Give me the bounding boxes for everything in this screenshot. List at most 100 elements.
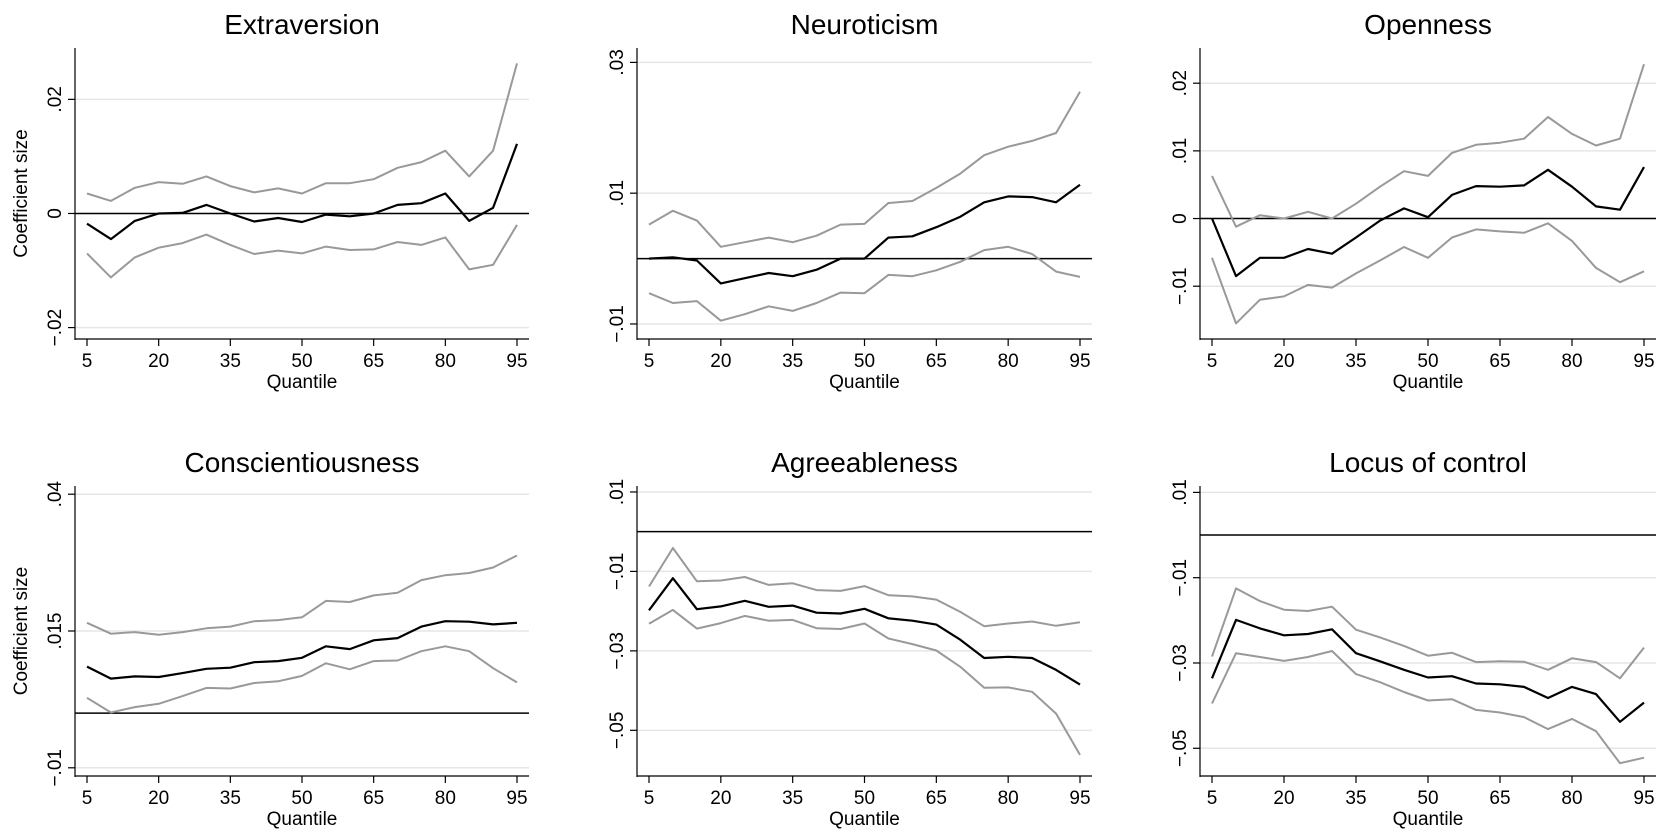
series-line-estimate <box>1210 618 1645 723</box>
x-tick-label: 80 <box>998 351 1019 372</box>
y-tick-label: .04 <box>45 481 66 508</box>
y-tick-label: .01 <box>1170 479 1191 505</box>
x-axis-label: Quantile <box>829 809 900 830</box>
x-tick-label: 50 <box>854 788 875 809</box>
chart-title: Agreeableness <box>771 447 958 478</box>
x-axis-label: Quantile <box>1393 809 1464 830</box>
x-tick-label: 80 <box>1561 351 1582 372</box>
x-tick-label: 65 <box>926 788 947 809</box>
series-line-estimate <box>648 183 1081 285</box>
y-tick-label: −.05 <box>1170 730 1191 768</box>
series-line-lower <box>648 245 1081 322</box>
x-tick-label: 65 <box>1489 788 1510 809</box>
y-axis-label: Coefficient size <box>11 567 32 696</box>
x-tick-label: 65 <box>363 351 384 372</box>
y-tick-label: −.02 <box>45 309 66 347</box>
x-tick-label: 95 <box>1069 788 1090 809</box>
x-tick-label: 95 <box>1633 788 1654 809</box>
series-line-estimate <box>1210 166 1645 278</box>
x-tick-label: 5 <box>1207 351 1218 372</box>
chart-title: Locus of control <box>1329 447 1527 478</box>
x-tick-label: 50 <box>1417 351 1438 372</box>
y-tick-label: −.03 <box>607 632 628 670</box>
series-line-upper <box>648 547 1081 628</box>
y-tick-label: −.05 <box>607 712 628 750</box>
x-tick-label: 95 <box>1069 351 1090 372</box>
chart-title: Extraversion <box>224 9 380 40</box>
x-tick-label: 65 <box>363 788 384 809</box>
x-tick-label: 80 <box>435 788 456 809</box>
y-axis-label: Coefficient size <box>11 129 32 258</box>
x-axis-label: Quantile <box>267 809 338 830</box>
series-line-upper <box>648 91 1081 248</box>
x-tick-label: 65 <box>926 351 947 372</box>
series-line-estimate <box>86 143 519 241</box>
x-tick-label: 95 <box>1633 351 1654 372</box>
y-tick-label: −.01 <box>45 749 66 787</box>
chart-panel-4: −.01 .015 .04 5 20 35 50 65 80 95 Conscientiousnes… <box>11 447 529 830</box>
y-tick-label: .02 <box>1170 70 1191 96</box>
x-tick-label: 95 <box>506 351 527 372</box>
series-line-lower <box>86 645 518 714</box>
x-tick-label: 35 <box>782 788 803 809</box>
y-tick-label: −.01 <box>607 305 628 343</box>
x-tick-label: 5 <box>82 788 93 809</box>
x-tick-label: 35 <box>1345 788 1366 809</box>
x-tick-label: 20 <box>148 788 169 809</box>
series-line-upper <box>1211 63 1645 228</box>
x-tick-label: 20 <box>710 351 731 372</box>
series-line-lower <box>648 608 1081 756</box>
y-tick-label: −.03 <box>1170 644 1191 682</box>
x-tick-label: 20 <box>1273 351 1294 372</box>
x-tick-label: 5 <box>644 788 655 809</box>
x-tick-label: 35 <box>782 351 803 372</box>
y-tick-label: 0 <box>1170 213 1191 224</box>
x-tick-label: 5 <box>82 351 93 372</box>
y-tick-label: −.01 <box>607 553 628 591</box>
x-tick-label: 5 <box>1207 788 1218 809</box>
x-tick-label: 80 <box>435 351 456 372</box>
x-tick-label: 50 <box>1417 788 1438 809</box>
y-tick-label: −.01 <box>1170 559 1191 597</box>
y-tick-label: 0 <box>45 208 66 219</box>
x-tick-label: 50 <box>854 351 875 372</box>
series-line-lower <box>1211 650 1645 765</box>
x-tick-label: 95 <box>506 788 527 809</box>
y-tick-label: .03 <box>607 49 628 75</box>
y-tick-label: .015 <box>45 613 66 650</box>
chart-title: Conscientiousness <box>184 447 419 478</box>
x-tick-label: 50 <box>291 351 312 372</box>
chart-panel-6: −.05 −.03 −.01 .01 5 20 35 50 65 80 95 Locus of con… <box>1170 447 1656 830</box>
series-line-estimate <box>648 577 1081 686</box>
series-line-lower <box>1211 222 1645 325</box>
x-tick-label: 80 <box>1561 788 1582 809</box>
series-line-estimate <box>86 620 518 680</box>
y-tick-label: .01 <box>607 479 628 505</box>
chart-panel-1: −.02 0 .02 5 20 35 50 65 80 95 Extraversion Quantil… <box>11 9 529 393</box>
x-axis-label: Quantile <box>829 372 900 393</box>
x-tick-label: 35 <box>220 788 241 809</box>
x-tick-label: 20 <box>148 351 169 372</box>
series-line-upper <box>86 554 518 636</box>
x-tick-label: 50 <box>291 788 312 809</box>
x-axis-label: Quantile <box>1393 372 1464 393</box>
chart-panel-3: −.01 0 .01 .02 5 20 35 50 65 80 95 Openness Quantile <box>1170 9 1656 393</box>
x-tick-label: 65 <box>1489 351 1510 372</box>
x-tick-label: 35 <box>1345 351 1366 372</box>
y-tick-label: .02 <box>45 86 66 112</box>
chart-title: Neuroticism <box>791 9 939 40</box>
chart-panel-2: −.01 .01 .03 5 20 35 50 65 80 95 Neuroticism Quanti… <box>607 9 1092 393</box>
x-tick-label: 20 <box>1273 788 1294 809</box>
series-line-lower <box>86 224 518 279</box>
chart-panel-5: −.05 −.03 −.01 .01 5 20 35 50 65 80 95 Agreeablenes… <box>607 447 1092 830</box>
y-tick-label: −.01 <box>1170 267 1191 305</box>
x-tick-label: 20 <box>710 788 731 809</box>
x-axis-label: Quantile <box>267 372 338 393</box>
y-tick-label: .01 <box>1170 138 1191 164</box>
y-tick-label: .01 <box>607 180 628 206</box>
series-line-upper <box>86 63 518 202</box>
x-tick-label: 5 <box>644 351 655 372</box>
chart-title: Openness <box>1364 9 1492 40</box>
x-tick-label: 80 <box>998 788 1019 809</box>
